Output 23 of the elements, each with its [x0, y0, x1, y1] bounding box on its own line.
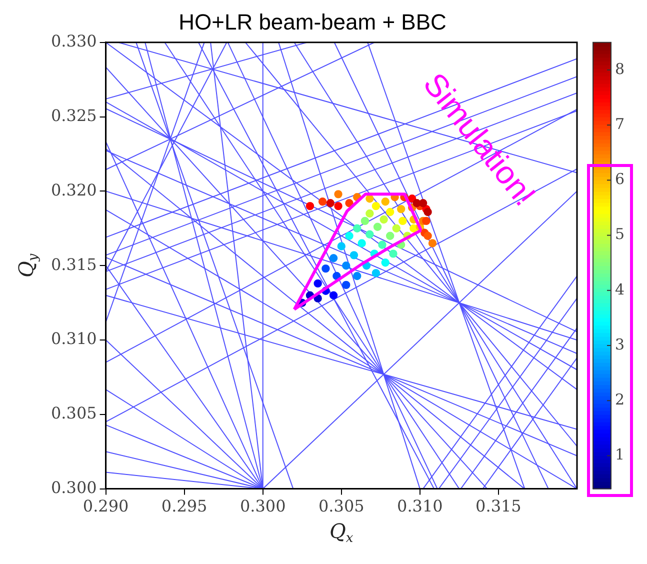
- color-bar-label: 6: [615, 170, 625, 188]
- color-bar-label: 5: [615, 225, 625, 244]
- y-tick-label: 0.320: [50, 180, 97, 200]
- y-tick-label: 0.310: [50, 329, 97, 348]
- x-tick-label: 0.290: [82, 496, 129, 516]
- y-tick-label: 0.315: [50, 254, 97, 274]
- x-tick-label: 0.300: [240, 496, 286, 516]
- y-tick-label: 0.330: [50, 32, 97, 51]
- color-bar-label: 8: [615, 60, 625, 78]
- y-tick-label: 0.300: [50, 478, 97, 497]
- color-bar-label: 4: [615, 280, 625, 298]
- x-tick-label: 0.295: [161, 496, 208, 516]
- x-tick-label: 0.315: [476, 496, 522, 516]
- color-bar-label: 1: [615, 446, 625, 464]
- color-bar-label: 2: [615, 390, 625, 409]
- y-axis-title: Qy: [14, 253, 42, 278]
- chart-title: HO+LR beam-beam + BBC: [178, 9, 447, 34]
- x-tick-label: 0.310: [397, 496, 443, 516]
- color-bar-label: 7: [615, 114, 625, 133]
- x-tick-label: 0.305: [318, 496, 364, 516]
- y-tick-label: 0.325: [50, 106, 97, 125]
- y-tick-label: 0.305: [50, 404, 97, 423]
- color-bar-label: 3: [615, 335, 625, 354]
